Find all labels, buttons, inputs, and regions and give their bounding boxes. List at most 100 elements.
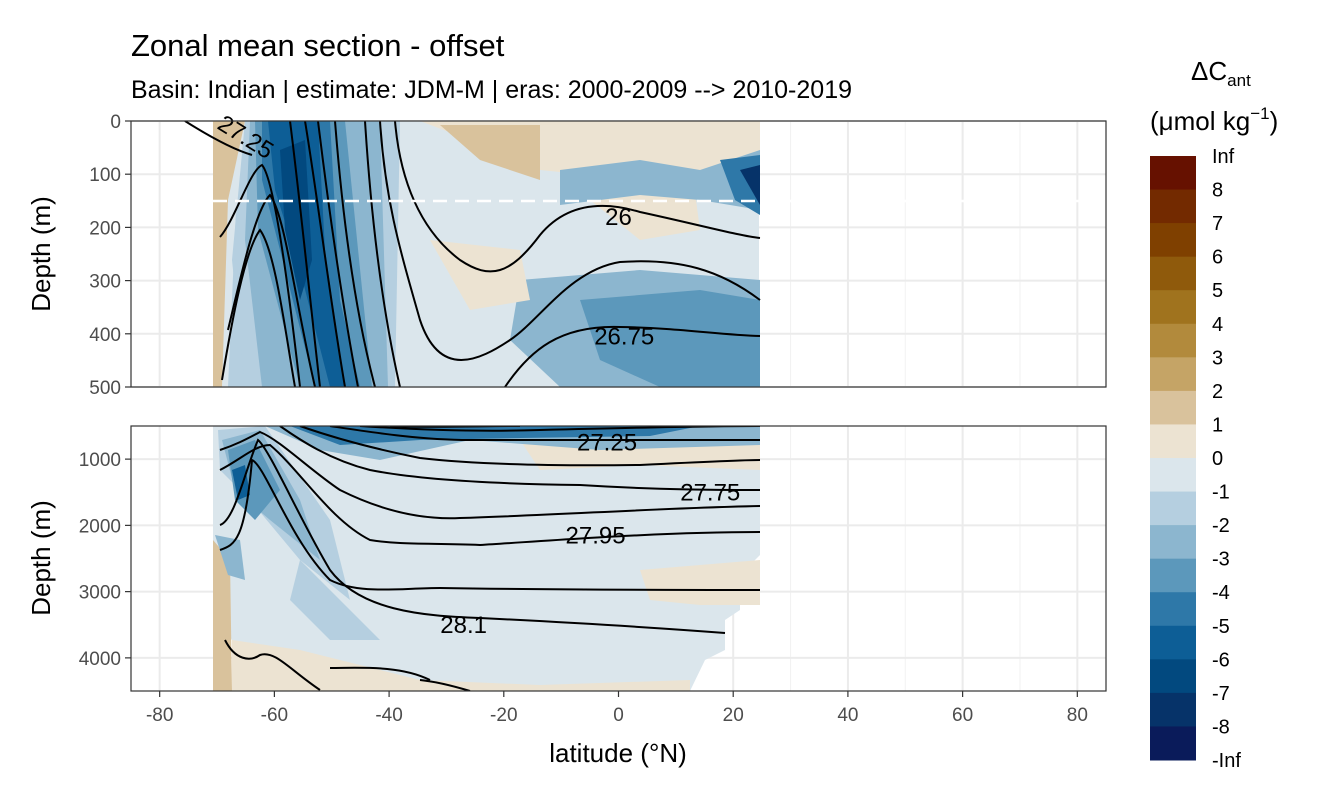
legend-unit-suffix: ): [1270, 106, 1279, 136]
colorbar-swatch: [1150, 290, 1196, 325]
colorbar-label: -2: [1212, 515, 1230, 537]
upper-field: [213, 121, 760, 387]
legend-unit-superscript: −1: [1250, 104, 1269, 123]
contour-label: 26: [605, 204, 632, 231]
colorbar-swatch: [1150, 458, 1196, 493]
contour-label: 28.1: [440, 612, 487, 639]
colorbar-swatch: [1150, 525, 1196, 560]
colorbar-label: 0: [1212, 448, 1223, 470]
colorbar-swatch: [1150, 223, 1196, 258]
y-tick-label: 1000: [79, 450, 121, 471]
y-tick-label: 0: [110, 112, 121, 133]
y-tick-label: 3000: [79, 583, 121, 604]
contour-label: 27.25: [577, 430, 637, 457]
legend-title-main: ΔC: [1191, 56, 1227, 86]
lower-panel: 27.25 27.75 27.95 28.1 1000 2000 3000 4000: [79, 425, 1107, 692]
field-positive-mid: [430, 240, 530, 310]
field-positive-north: [440, 125, 540, 180]
field-band: [280, 140, 312, 300]
contour-label: 27.95: [566, 522, 626, 549]
upper-panel-border: [130, 120, 1107, 388]
colorbar-swatch: [1150, 424, 1196, 459]
chart-title: Zonal mean section - offset: [131, 28, 505, 63]
x-tick-label: -20: [490, 705, 517, 726]
colorbar-label: -4: [1212, 582, 1230, 604]
lower-contour-labels: 27.25 27.75 27.95 28.1: [440, 430, 740, 639]
legend-title: ΔCant: [1191, 56, 1251, 90]
contour-label: 26.75: [594, 323, 654, 350]
colorbar-label: 4: [1212, 314, 1223, 336]
y-tick-label: 400: [89, 325, 121, 346]
colorbar-swatch: [1150, 659, 1196, 694]
field-positive-west: [213, 121, 245, 387]
x-tick-label: 20: [723, 705, 744, 726]
colorbar-labels: Inf 8 7 6 5 4 3 2 1 0 -1 -2 -3 -4 -5 -6 -7 -8 -Inf: [1212, 146, 1241, 772]
colorbar-label: -1: [1212, 482, 1230, 504]
y-axis-title-lower: Depth (m): [26, 500, 56, 616]
y-tick-label: 100: [89, 165, 121, 186]
colorbar-swatch: [1150, 357, 1196, 392]
y-tick-label: 500: [89, 378, 121, 399]
field-band: [580, 290, 760, 387]
field-band: [290, 560, 380, 640]
y-tick-label: 4000: [79, 649, 121, 670]
colorbar-label: 6: [1212, 247, 1223, 269]
x-tick-label: 80: [1067, 705, 1088, 726]
field-band: [215, 535, 245, 580]
colorbar-label: 7: [1212, 213, 1223, 235]
colorbar-label: -Inf: [1212, 750, 1241, 772]
x-tick-label: -40: [375, 705, 402, 726]
upper-y-axis: 0 100 200 300 400 500: [89, 112, 131, 399]
field-positive-west: [213, 540, 232, 691]
x-tick-label: -80: [146, 705, 173, 726]
colorbar-swatch: [1150, 256, 1196, 291]
x-tick-label: 40: [837, 705, 858, 726]
x-tick-label: 0: [613, 705, 624, 726]
x-axis: -80 -60 -40 -20 0 20 40 60 80: [146, 691, 1088, 726]
lower-isopycnals: [219, 426, 761, 691]
colorbar-legend: ΔCant (μmol kg−1) Inf 8 7 6 5 4 3 2 1 0 -1 -2 -3 -4 -5…: [1150, 56, 1278, 772]
colorbar-swatch: [1150, 592, 1196, 627]
colorbar-label: Inf: [1212, 146, 1235, 168]
colorbar-label: 3: [1212, 347, 1223, 369]
colorbar-label: 5: [1212, 280, 1223, 302]
colorbar-swatch: [1150, 189, 1196, 224]
x-tick-label: -60: [261, 705, 288, 726]
colorbar-swatch: [1150, 390, 1196, 425]
colorbar-swatch: [1150, 491, 1196, 526]
upper-isopycnals: [184, 121, 761, 387]
y-tick-label: 2000: [79, 516, 121, 537]
contour-label: 27.75: [680, 479, 740, 506]
y-axis-title-upper: Depth (m): [26, 196, 56, 312]
colorbar: [1150, 156, 1196, 761]
y-tick-label: 200: [89, 218, 121, 239]
colorbar-label: -6: [1212, 649, 1230, 671]
colorbar-label: 8: [1212, 180, 1223, 202]
lower-y-axis: 1000 2000 3000 4000: [79, 450, 131, 670]
colorbar-swatch: [1150, 625, 1196, 660]
colorbar-label: 2: [1212, 381, 1223, 403]
colorbar-swatch: [1150, 323, 1196, 358]
colorbar-swatch: [1150, 156, 1196, 191]
colorbar-swatch: [1150, 726, 1196, 761]
field-positive-deep: [232, 640, 690, 691]
x-tick-label: 60: [952, 705, 973, 726]
colorbar-label: 1: [1212, 414, 1223, 436]
legend-unit: (μmol kg−1): [1150, 104, 1278, 136]
x-axis-title: latitude (°N): [549, 738, 687, 768]
colorbar-swatch: [1150, 692, 1196, 727]
legend-unit-prefix: (μmol kg: [1150, 106, 1250, 136]
colorbar-swatch: [1150, 558, 1196, 593]
colorbar-label: -3: [1212, 549, 1230, 571]
colorbar-label: -7: [1212, 683, 1230, 705]
field-band: [290, 426, 700, 445]
field-band: [560, 150, 760, 210]
y-tick-label: 300: [89, 272, 121, 293]
colorbar-label: -5: [1212, 616, 1230, 638]
chart-subtitle: Basin: Indian | estimate: JDM-M | eras: …: [131, 76, 852, 104]
field-band: [740, 165, 760, 205]
field-positive-east: [640, 560, 760, 605]
lower-field: [213, 426, 760, 691]
